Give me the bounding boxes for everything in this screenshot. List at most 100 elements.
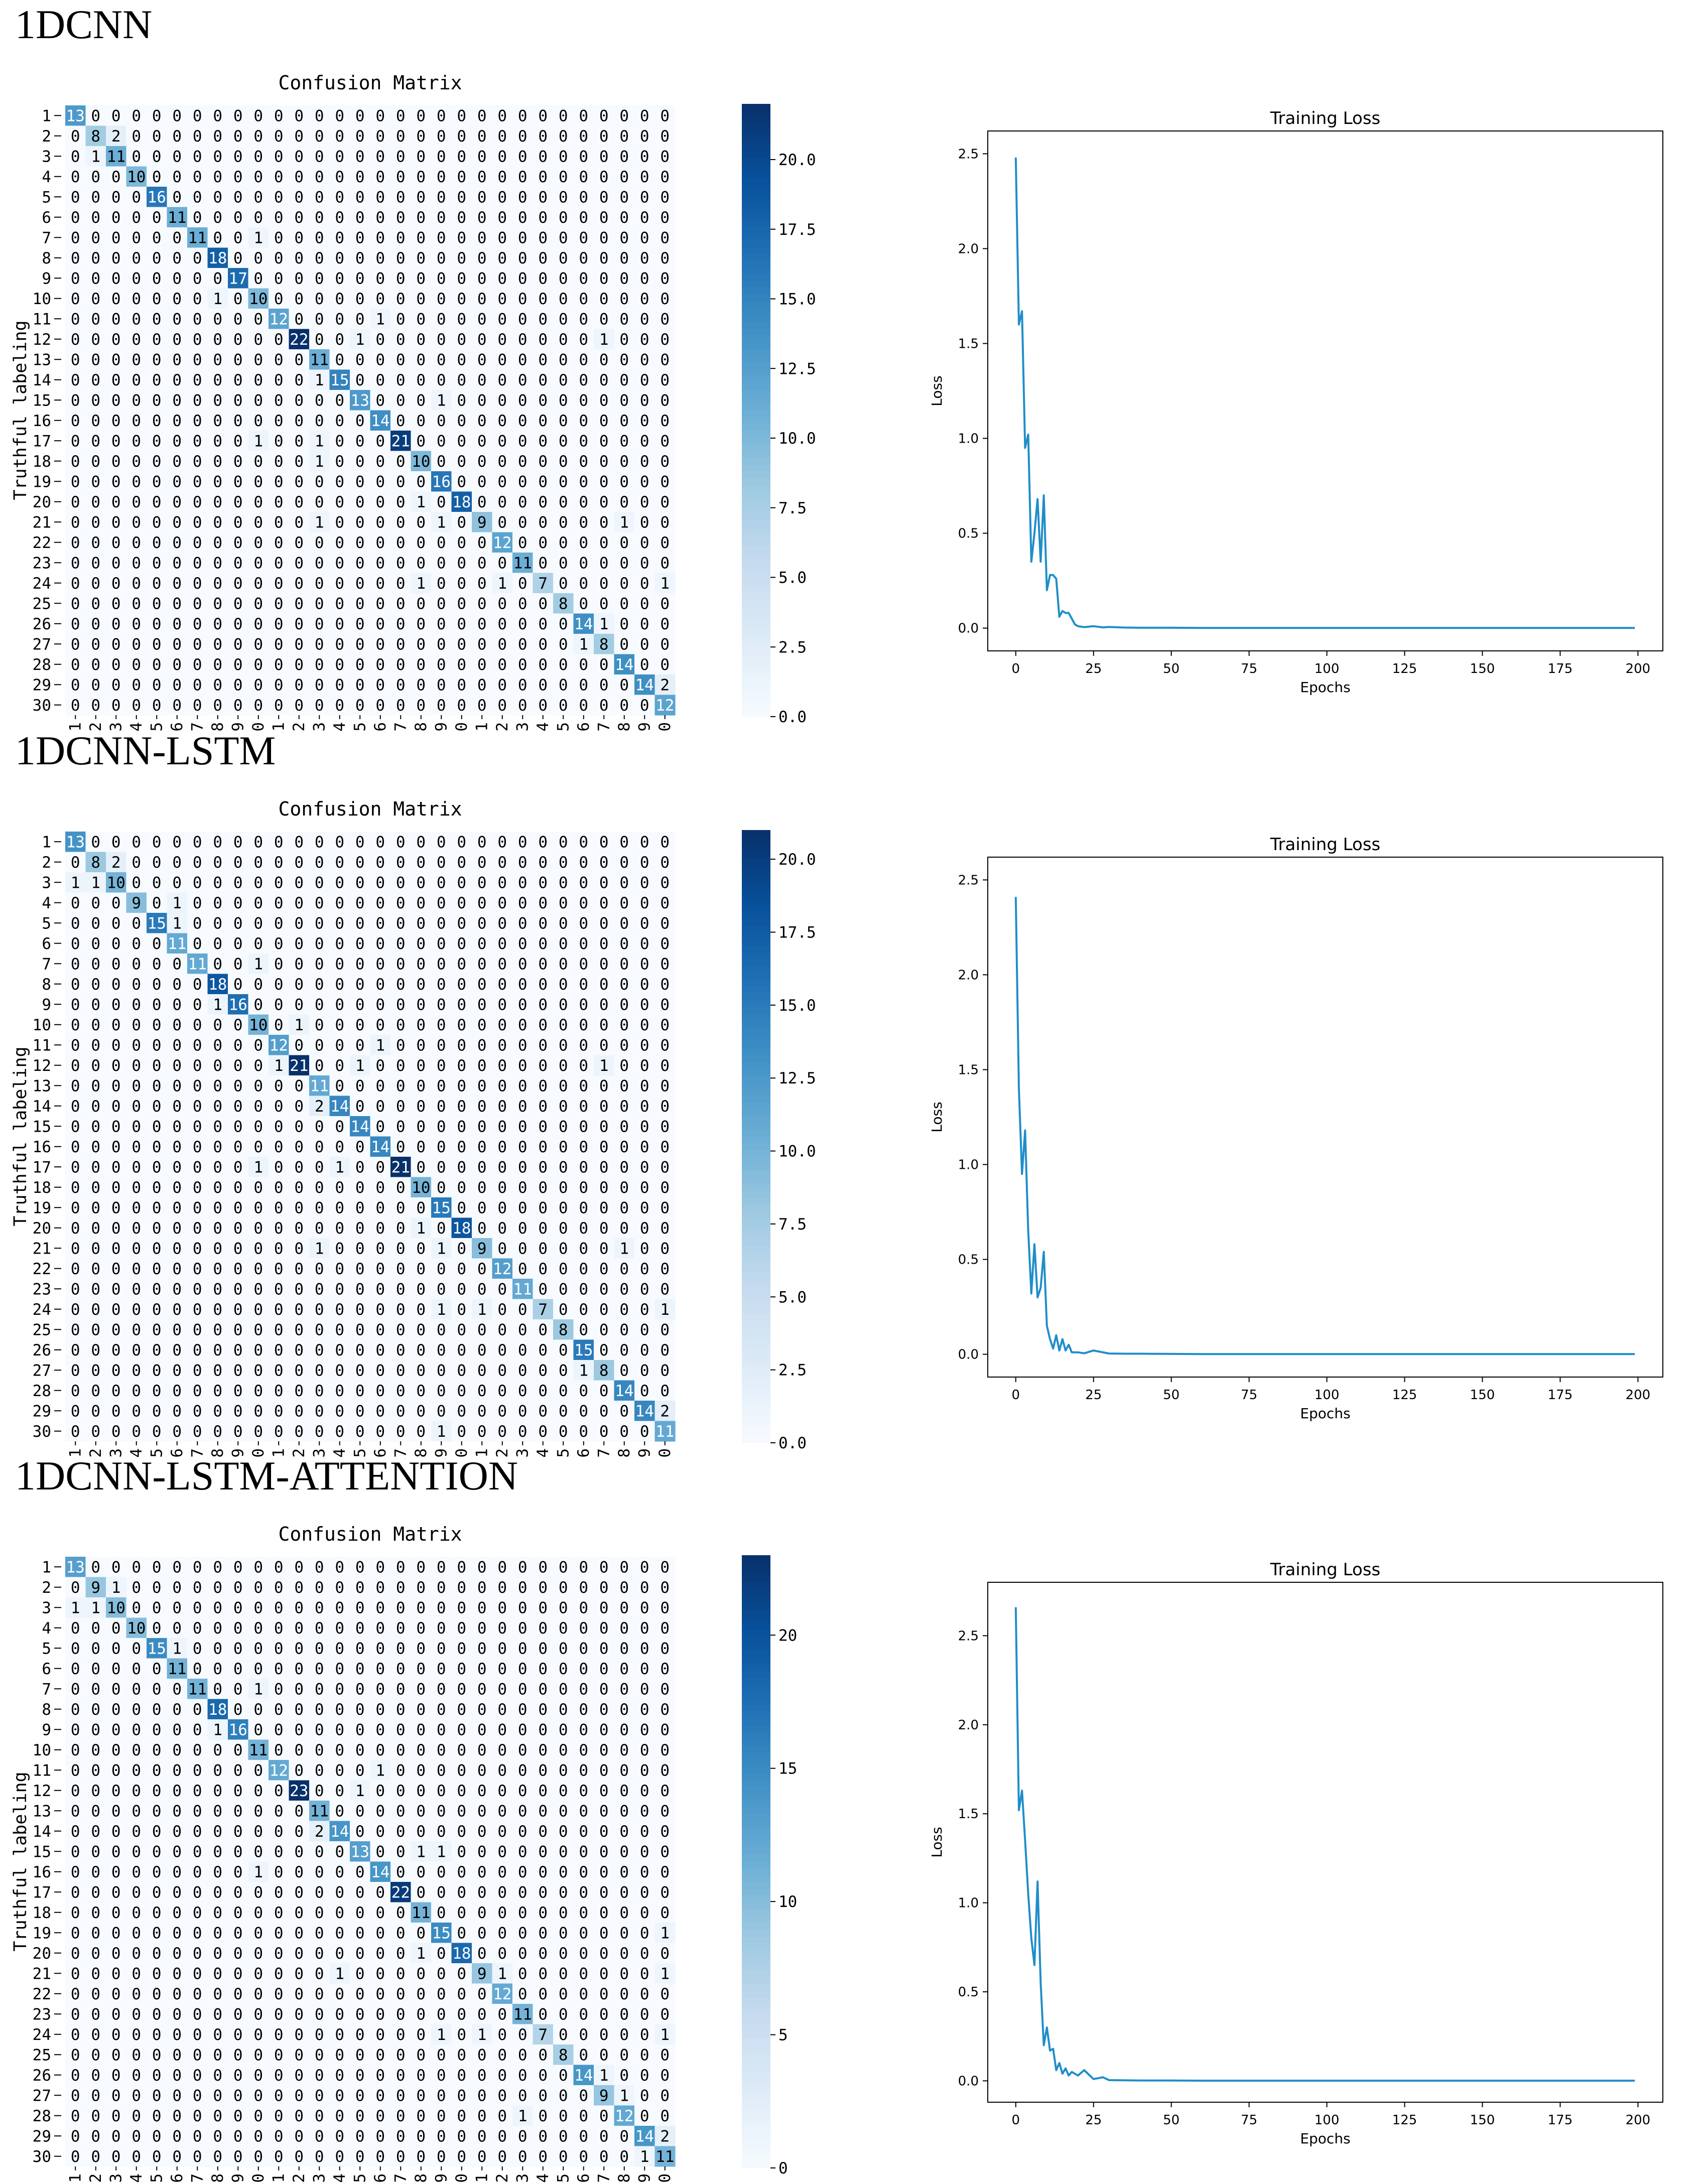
y-tick-label: 2.0 [958, 241, 979, 256]
loss-y-axis-label: Loss [929, 375, 945, 406]
cell-value: 0 [355, 127, 365, 146]
cell-value: 0 [71, 635, 80, 653]
cell-value: 0 [559, 331, 568, 349]
cell-value: 0 [111, 1660, 121, 1678]
cell-value: 0 [152, 1660, 162, 1678]
cell-value: 0 [477, 854, 487, 872]
cell-value: 0 [375, 249, 385, 267]
cell-value: 0 [274, 168, 284, 186]
cell-value: 0 [132, 976, 141, 994]
y-tick-label: 1.0 [958, 432, 979, 447]
cell-value: 0 [640, 453, 649, 471]
colorbar-segment [742, 1191, 770, 1198]
cell-value: 0 [315, 1721, 324, 1739]
colorbar-segment [742, 932, 770, 939]
cell-value: 0 [497, 1761, 507, 1780]
cell-value: 1 [660, 575, 670, 593]
cell-value: 0 [91, 310, 100, 328]
cell-value: 0 [579, 513, 588, 531]
cell-value: 0 [375, 656, 385, 674]
cell-value: 0 [71, 935, 80, 953]
cell-value: 0 [71, 894, 80, 912]
cell-value: 0 [274, 1741, 284, 1759]
cell-value: 0 [315, 1579, 324, 1597]
cell-value: 0 [193, 534, 202, 552]
cell-value: 0 [132, 1558, 141, 1576]
cell-value: 0 [660, 310, 670, 328]
cell-value: 0 [111, 914, 121, 932]
cell-value: 0 [559, 955, 568, 973]
cell-value: 0 [213, 1761, 222, 1780]
cell-value: 0 [396, 1680, 406, 1698]
cell-value: 0 [375, 874, 385, 892]
cell-value: 0 [416, 1802, 426, 1820]
colorbar-segment [742, 1211, 770, 1218]
cell-value: 0 [437, 1823, 446, 1841]
cell-value: 0 [335, 473, 344, 491]
cell-value: 0 [457, 269, 466, 288]
cell-value: 0 [599, 1158, 609, 1176]
cell-value: 0 [416, 127, 426, 146]
colorbar-segment [742, 642, 770, 649]
cell-value: 11 [188, 1680, 207, 1698]
cell-value: 0 [355, 513, 365, 531]
cell-value: 0 [253, 996, 263, 1014]
cell-value: 0 [71, 1199, 80, 1217]
cell-value: 1 [599, 1057, 609, 1075]
cell-value: 0 [437, 331, 446, 349]
row-tick-label: 28 [33, 656, 51, 674]
cell-value: 0 [132, 1301, 141, 1319]
cell-value: 16 [229, 996, 247, 1014]
cell-value: 0 [538, 1558, 548, 1576]
colorbar-segment [742, 363, 770, 370]
cell-value: 0 [640, 1219, 649, 1238]
cell-value: 0 [274, 1179, 284, 1197]
cell-value: 1 [253, 432, 263, 450]
cell-value: 0 [355, 1660, 365, 1678]
cell-value: 0 [538, 513, 548, 531]
colorbar-segment [742, 994, 770, 1001]
cell-value: 0 [152, 371, 162, 389]
cell-value: 0 [111, 1721, 121, 1739]
cell-value: 0 [619, 412, 629, 430]
cell-value: 0 [640, 1361, 649, 1380]
cell-value: 0 [437, 269, 446, 288]
cell-value: 0 [497, 1823, 507, 1841]
y-tick-label: 0.5 [958, 1253, 979, 1268]
cell-value: 0 [416, 1741, 426, 1759]
cell-value: 0 [518, 1599, 528, 1617]
colorbar-segment [742, 376, 770, 383]
cell-value: 0 [497, 1016, 507, 1034]
cell-value: 0 [497, 1423, 507, 1441]
cell-value: 0 [640, 854, 649, 872]
cell-value: 0 [559, 833, 568, 851]
colorbar-segment [742, 1137, 770, 1144]
cell-value: 0 [437, 1721, 446, 1739]
cell-value: 0 [599, 1219, 609, 1238]
colorbar-segment [742, 383, 770, 390]
cell-value: 0 [172, 412, 182, 430]
cell-value: 0 [253, 269, 263, 288]
cell-value: 11 [513, 554, 532, 572]
cell-value: 0 [538, 955, 548, 973]
cell-value: 0 [375, 1179, 385, 1197]
cell-value: 0 [294, 1240, 304, 1258]
cell-value: 0 [497, 1179, 507, 1197]
cell-value: 0 [396, 290, 406, 308]
cell-value: 0 [294, 595, 304, 613]
cell-value: 0 [477, 1721, 487, 1739]
cell-value: 0 [355, 1640, 365, 1658]
cell-value: 0 [91, 249, 100, 267]
cell-value: 0 [497, 391, 507, 410]
cell-value: 0 [579, 914, 588, 932]
cell-value: 0 [172, 290, 182, 308]
cell-value: 0 [315, 1423, 324, 1441]
cell-value: 0 [477, 1802, 487, 1820]
cell-value: 0 [437, 188, 446, 206]
colorbar-tick-label: 0.0 [778, 1434, 807, 1452]
cell-value: 0 [619, 635, 629, 653]
cell-value: 13 [66, 833, 85, 851]
cell-value: 0 [518, 1057, 528, 1075]
cell-value: 0 [559, 1761, 568, 1780]
cell-value: 0 [640, 1098, 649, 1116]
